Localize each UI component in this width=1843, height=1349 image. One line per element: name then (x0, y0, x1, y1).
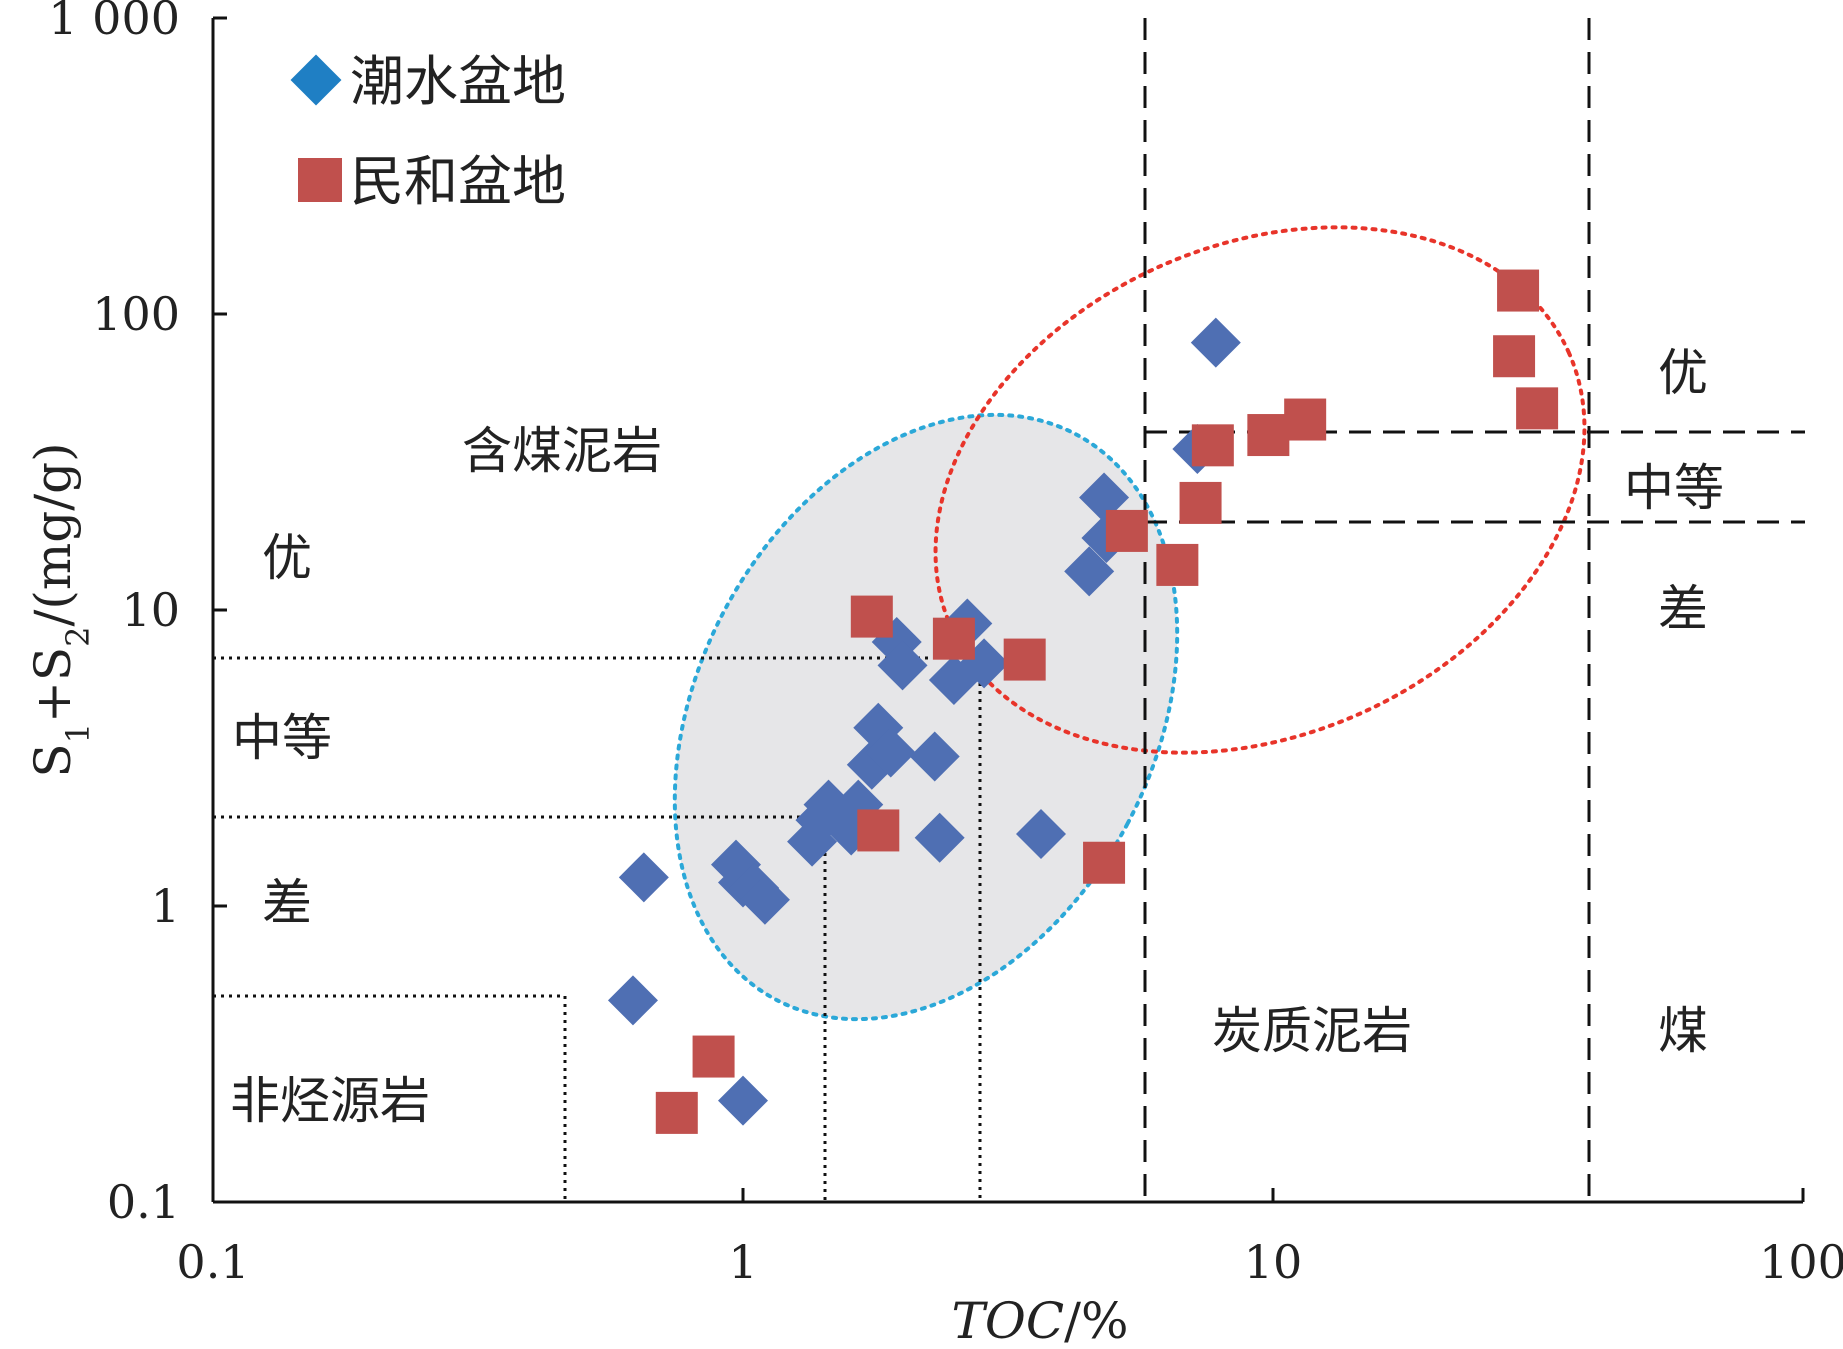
chaoshui-point (1064, 546, 1115, 597)
y-tick-label: 10 (121, 583, 180, 637)
minhe-point (1003, 638, 1046, 681)
y-tick-label: 1 000 (48, 0, 180, 45)
minhe-point (1083, 841, 1126, 884)
tick-labels: 0.1 1 10 100 0.1 1 10 100 1 000 (48, 0, 1843, 1289)
minhe-point (1516, 387, 1559, 430)
chaoshui-point (607, 975, 658, 1026)
zone-label-medium: 中等 (232, 709, 332, 767)
x-tick-label: 100 (1759, 1235, 1843, 1289)
minhe-point (692, 1035, 735, 1078)
minhe-point (1179, 481, 1222, 524)
zone-label-right-medium: 中等 (1624, 459, 1724, 517)
chaoshui-point (739, 874, 790, 925)
chaoshui-point (1016, 809, 1067, 860)
chaoshui-point (718, 1075, 768, 1126)
x-tick-label: 10 (1244, 1235, 1303, 1289)
minhe-point (850, 595, 893, 638)
minhe-point (1191, 424, 1234, 467)
chaoshui-envelope (672, 412, 1180, 1022)
chaoshui-point (909, 731, 960, 782)
zone-label-poor: 差 (262, 874, 312, 932)
minhe-point (1105, 509, 1148, 552)
minhe-point (857, 809, 900, 852)
zone-label-right-good: 优 (1658, 344, 1708, 402)
minhe-point (1247, 414, 1290, 457)
chaoshui-point (914, 812, 965, 863)
tick-marks (211, 16, 1805, 1204)
legend-square-icon (298, 158, 342, 202)
mudstone-grade-lines (213, 656, 982, 1202)
boundary-poor (213, 994, 567, 1202)
legend: 潮水盆地 民和盆地 (290, 50, 566, 213)
x-tick-label: 1 (728, 1235, 757, 1289)
legend-label-chaoshui: 潮水盆地 (350, 50, 566, 113)
y-tick-label: 100 (92, 287, 180, 341)
x-axis-title: TOC/% (952, 1292, 1129, 1349)
zone-label-coal-mudstone: 含煤泥岩 (462, 422, 662, 480)
minhe-point (1284, 398, 1327, 441)
chaoshui-point (865, 727, 916, 778)
legend-diamond-icon (290, 54, 342, 106)
minhe-point (932, 617, 975, 660)
zone-label-good: 优 (262, 529, 312, 587)
chaoshui-point (618, 852, 669, 903)
boundary-good (213, 656, 982, 1202)
x-tick-label: 0.1 (176, 1235, 249, 1289)
chaoshui-point (877, 640, 928, 691)
minhe-point (655, 1091, 698, 1134)
zone-label-coal: 煤 (1658, 1002, 1708, 1060)
zone-label-carbonaceous-mudstone: 炭质泥岩 (1212, 1002, 1412, 1060)
minhe-point (1497, 269, 1540, 312)
chaoshui-point (1190, 317, 1241, 368)
data-markers (607, 269, 1559, 1134)
minhe-point (1156, 543, 1199, 586)
legend-label-minhe: 民和盆地 (350, 150, 566, 213)
zone-label-non-source: 非烃源岩 (230, 1072, 430, 1130)
y-tick-label: 0.1 (107, 1175, 180, 1229)
minhe-point (1493, 335, 1536, 378)
y-tick-label: 1 (151, 879, 180, 933)
zone-label-right-poor: 差 (1658, 580, 1708, 638)
y-axis-title: S1+S2/(mg/g) (24, 442, 97, 777)
